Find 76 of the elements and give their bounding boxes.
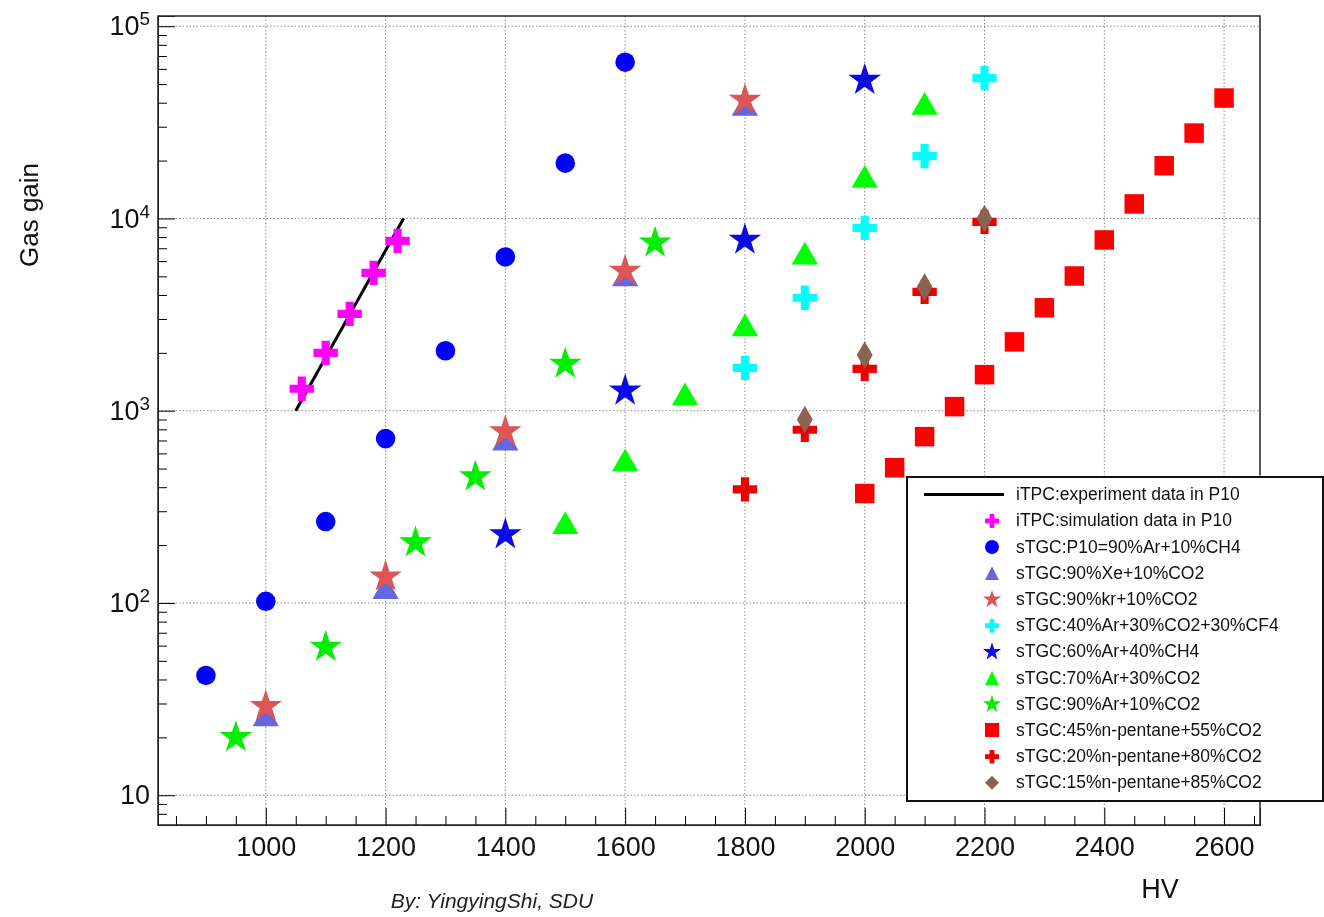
- point: [1034, 298, 1055, 318]
- x-tick-label: 1400: [475, 832, 536, 863]
- point: [337, 301, 362, 327]
- legend-label: sTGC:40%Ar+30%CO2+30%CF4: [1016, 615, 1279, 637]
- y-axis-title: Gas gain: [14, 162, 44, 268]
- point: [385, 228, 410, 254]
- legend-label: iTPC:simulation data in P10: [1016, 510, 1232, 532]
- x-tick-label: 2200: [954, 832, 1016, 863]
- point: [1124, 194, 1144, 214]
- x-tick-label: 2400: [1074, 832, 1135, 863]
- point: [1184, 123, 1204, 143]
- legend-label: sTGC:90%Xe+10%CO2: [1016, 562, 1205, 584]
- point: [884, 458, 905, 478]
- point: [369, 559, 402, 591]
- point: [361, 260, 386, 286]
- point: [638, 225, 672, 257]
- point: [608, 253, 642, 285]
- y-tick-label: 10$^{4}$: [109, 200, 150, 234]
- point: [289, 376, 314, 401]
- point: [974, 364, 995, 385]
- y-tick-label: 10$^{2}$: [109, 584, 150, 619]
- y-tick-label: 10: [119, 780, 150, 811]
- point: [219, 720, 253, 752]
- point: [732, 477, 758, 502]
- point: [309, 629, 342, 661]
- x-axis-title: HV: [1141, 874, 1179, 904]
- legend-label: sTGC:90%kr+10%CO2: [1016, 588, 1198, 610]
- point: [848, 63, 882, 95]
- point: [555, 153, 576, 173]
- legend-label: sTGC:15%n-pentane+85%CO2: [1016, 772, 1262, 794]
- point: [459, 459, 492, 491]
- point: [792, 285, 818, 310]
- point: [399, 525, 432, 557]
- point: [435, 341, 456, 361]
- y-tick-label: 10$^{3}$: [109, 392, 150, 426]
- point: [249, 689, 283, 721]
- x-tick-label: 2000: [835, 832, 896, 863]
- point: [972, 65, 997, 91]
- point: [489, 414, 522, 446]
- legend-label: sTGC:P10=90%Ar+10%CH4: [1016, 536, 1241, 558]
- point: [854, 483, 875, 504]
- legend-label: sTGC:90%Ar+10%CO2: [1016, 693, 1201, 715]
- text: By: YingyingShi, SDU: [390, 889, 594, 912]
- legend-label: sTGC:20%n-pentane+80%CO2: [1016, 746, 1262, 768]
- x-tick-label: 1000: [236, 832, 297, 863]
- point: [728, 82, 762, 114]
- point: [1154, 156, 1174, 176]
- point: [489, 517, 522, 549]
- legend-label: sTGC:70%Ar+30%CO2: [1016, 667, 1201, 689]
- point: [1094, 230, 1115, 250]
- y-tick-label: 10$^{5}$: [109, 7, 150, 42]
- point: [548, 346, 582, 378]
- x-tick-label: 2600: [1194, 832, 1255, 863]
- x-tick-label: 1600: [595, 832, 656, 863]
- point: [912, 143, 937, 169]
- legend-label: sTGC:45%n-pentane+55%CO2: [1016, 719, 1262, 741]
- point: [615, 52, 635, 72]
- point: [914, 426, 935, 447]
- point: [375, 428, 396, 449]
- x-tick-label: 1800: [715, 832, 776, 863]
- point: [495, 247, 516, 267]
- point: [196, 665, 216, 686]
- point: [313, 340, 338, 366]
- point: [728, 222, 762, 254]
- x-tick-label: 1200: [356, 832, 417, 863]
- point: [1214, 88, 1234, 108]
- point: [315, 511, 336, 532]
- point: [1004, 332, 1025, 352]
- legend-label: sTGC:60%Ar+40%CH4: [1016, 641, 1200, 663]
- point: [852, 215, 877, 241]
- point: [256, 591, 276, 612]
- point: [732, 355, 758, 381]
- point: [1064, 266, 1085, 286]
- legend-label: iTPC:experiment data in P10: [1016, 484, 1240, 506]
- point: [944, 396, 965, 417]
- point: [608, 373, 642, 405]
